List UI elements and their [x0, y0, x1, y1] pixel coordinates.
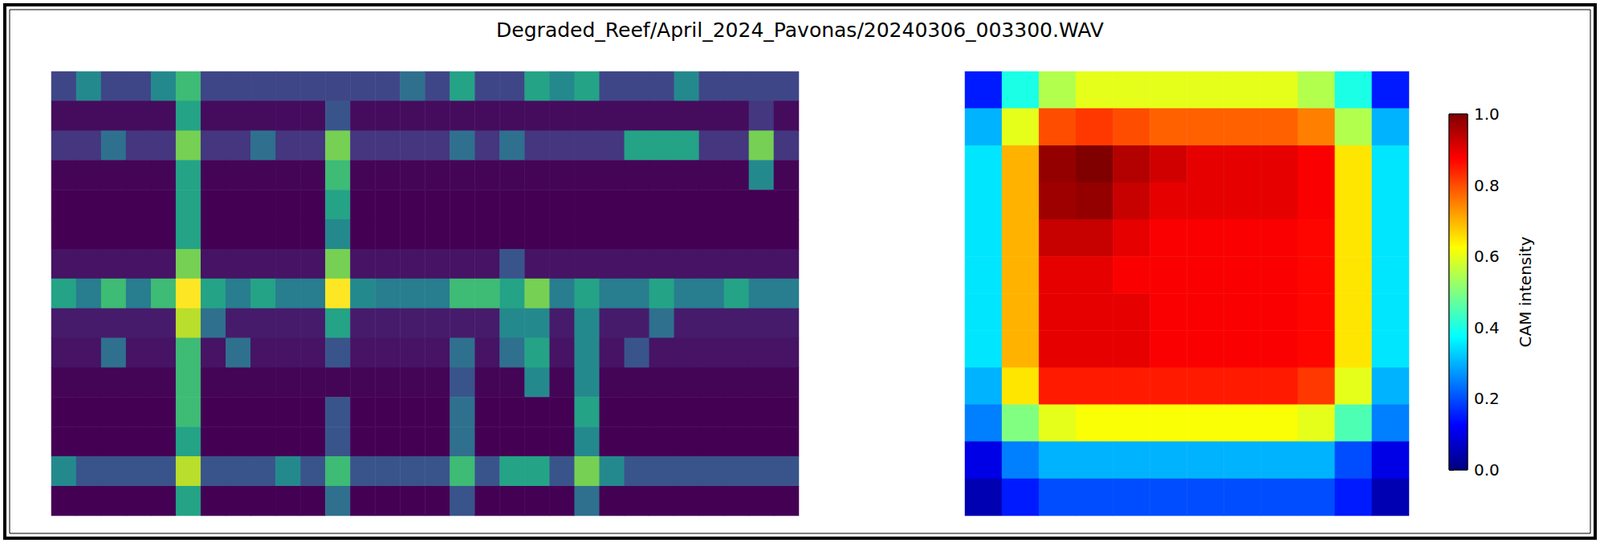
svg-text:0.2: 0.2 [1473, 388, 1500, 408]
svg-text:0.8: 0.8 [1473, 175, 1500, 196]
svg-text:CAM intensity: CAM intensity [1515, 236, 1535, 347]
svg-text:0.6: 0.6 [1473, 246, 1500, 266]
svg-text:Degraded_Reef/April_2024_Pavon: Degraded_Reef/April_2024_Pavonas/2024030… [496, 18, 1104, 42]
svg-text:0.0: 0.0 [1473, 460, 1500, 480]
svg-text:0.4: 0.4 [1473, 317, 1500, 338]
svg-text:1.0: 1.0 [1473, 104, 1500, 124]
